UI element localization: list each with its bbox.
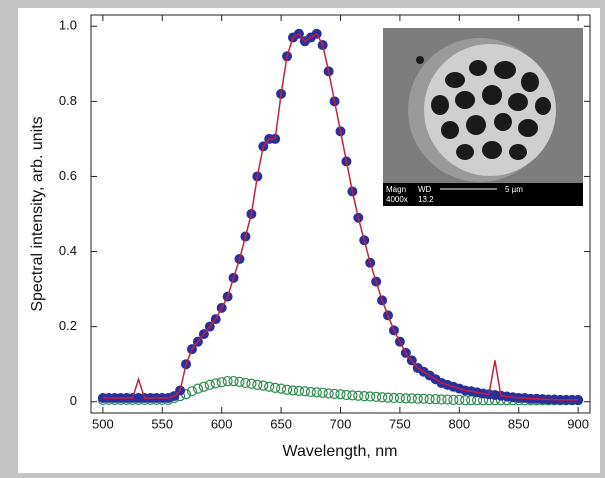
y-tick-label: 1.0: [59, 18, 77, 33]
open-marker: [192, 383, 204, 394]
open-marker: [204, 379, 215, 390]
open-marker: [424, 394, 435, 405]
open-marker: [311, 387, 322, 398]
open-marker: [442, 394, 453, 405]
y-tick-label: 0.2: [59, 318, 77, 333]
inset-text: 13.2: [418, 195, 434, 204]
x-tick-label: 800: [448, 416, 470, 431]
inset-text: Magn: [386, 185, 406, 194]
y-tick-label: 0.4: [59, 243, 77, 258]
open-marker: [293, 385, 305, 396]
open-marker: [186, 386, 198, 397]
open-marker: [270, 382, 281, 393]
open-marker: [341, 389, 352, 401]
x-axis-label: Wavelength, nm: [282, 443, 397, 460]
open-marker: [371, 391, 382, 402]
open-marker: [418, 393, 429, 404]
open-marker: [394, 392, 406, 404]
x-tick-label: 650: [270, 416, 292, 431]
open-marker: [436, 394, 447, 405]
open-marker: [222, 375, 233, 387]
inset-text: 5 µm: [505, 185, 523, 194]
x-tick-label: 700: [330, 416, 352, 431]
x-tick-label: 500: [92, 416, 114, 431]
open-marker: [258, 380, 269, 391]
open-marker: [376, 392, 388, 403]
open-marker: [388, 392, 400, 404]
open-marker: [264, 381, 275, 392]
open-marker: [400, 393, 411, 404]
inset-text: 4000x: [386, 195, 408, 204]
open-marker: [252, 379, 263, 390]
open-marker: [323, 388, 334, 399]
y-tick-label: 0: [70, 393, 77, 408]
open-marker: [382, 392, 394, 403]
y-tick-label: 0.6: [59, 168, 77, 183]
open-marker: [234, 376, 245, 387]
open-marker: [454, 394, 465, 405]
x-tick-label: 550: [151, 416, 173, 431]
open-marker: [347, 390, 358, 401]
open-marker: [305, 386, 316, 398]
inset-pores: [416, 56, 551, 160]
open-marker: [246, 378, 257, 389]
open-marker: [460, 395, 471, 406]
open-marker: [287, 385, 299, 396]
open-marker: [359, 391, 370, 402]
open-marker: [430, 394, 441, 405]
open-marker: [210, 378, 221, 389]
open-marker: [365, 391, 376, 402]
y-axis-label: Spectral intensity, arb. units: [29, 116, 46, 311]
inset: Magn 4000x WD 13.2 5 µm: [383, 28, 583, 206]
open-marker: [329, 388, 340, 399]
x-tick-label: 900: [567, 416, 589, 431]
inset-text: WD: [418, 185, 432, 194]
open-marker: [412, 393, 423, 404]
open-marker: [275, 383, 287, 394]
open-marker: [406, 393, 417, 404]
open-marker: [281, 384, 293, 395]
x-tick-label: 750: [389, 416, 411, 431]
open-marker: [299, 386, 310, 397]
open-marker: [228, 375, 239, 387]
inset-bar: [383, 183, 583, 206]
open-marker: [353, 390, 364, 401]
open-marker: [448, 394, 459, 405]
open-marker: [317, 387, 328, 398]
y-tick-label: 0.8: [59, 93, 77, 108]
x-tick-label: 600: [211, 416, 233, 431]
open-marker: [335, 389, 346, 400]
x-tick-label: 850: [508, 416, 530, 431]
open-marker: [216, 377, 227, 388]
open-marker: [198, 381, 209, 392]
series-line: [102, 32, 579, 401]
open-marker: [240, 377, 251, 389]
